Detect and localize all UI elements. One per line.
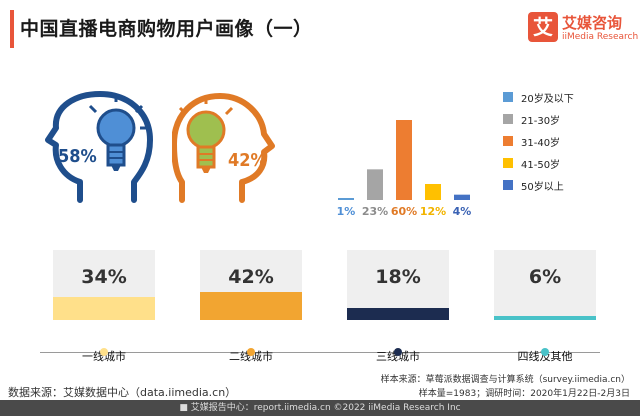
brand-logo-icon: 艾 bbox=[528, 12, 558, 42]
age-legend: 20岁及以下 21-30岁 31-40岁 41-50岁 50岁以上 bbox=[503, 86, 574, 196]
sample-info: 样本量=1983；调研时间：2020年1月22日-2月3日 bbox=[418, 389, 630, 399]
legend-swatch bbox=[503, 158, 513, 168]
legend-label: 41-50岁 bbox=[521, 159, 561, 171]
legend-swatch bbox=[503, 114, 513, 124]
female-percent: 42% bbox=[228, 150, 267, 171]
legend-item: 21-30岁 bbox=[503, 108, 574, 130]
age-bar bbox=[454, 194, 470, 200]
legend-swatch bbox=[503, 180, 513, 190]
city-tier-percent: 34% bbox=[81, 266, 127, 288]
footer-text: 艾媒报告中心：report.iimedia.cn ©2022 iiMedia R… bbox=[190, 403, 461, 413]
city-tier-bar bbox=[53, 297, 155, 320]
legend-item: 50岁以上 bbox=[503, 174, 574, 196]
page-title: 中国直播电商购物用户画像（一） bbox=[20, 18, 313, 40]
legend-item: 31-40岁 bbox=[503, 130, 574, 152]
data-source: 数据来源：艾媒数据中心（data.iimedia.cn） bbox=[8, 386, 237, 399]
footer: ■ 艾媒报告中心：report.iimedia.cn ©2022 iiMedia… bbox=[0, 400, 640, 416]
city-tier-bar bbox=[494, 316, 596, 320]
sample-source: 样本来源：草莓派数据调查与计算系统（survey.iimedia.cn） bbox=[380, 375, 630, 385]
age-bar-value-label: 23% bbox=[362, 205, 388, 218]
city-tier-label: 三线城市 bbox=[376, 350, 420, 363]
age-bar-value-label: 12% bbox=[420, 205, 446, 218]
city-tier-dot bbox=[394, 348, 402, 356]
age-bar-value-label: 4% bbox=[453, 205, 472, 218]
brand-name: 艾媒咨询 bbox=[562, 14, 623, 32]
age-bar bbox=[367, 169, 383, 200]
age-bar bbox=[396, 120, 412, 200]
age-bar-value-label: 60% bbox=[391, 205, 417, 218]
legend-label: 31-40岁 bbox=[521, 137, 561, 149]
brand-name-en: iiMedia Research bbox=[562, 32, 639, 42]
report-center-icon: ■ bbox=[179, 403, 188, 413]
city-tier-percent: 6% bbox=[528, 266, 562, 288]
age-bar-chart: 1% 23% 60% 12% 4% bbox=[337, 120, 472, 218]
city-tier-percent: 42% bbox=[228, 266, 274, 288]
legend-label: 20岁及以下 bbox=[521, 93, 574, 105]
age-bar bbox=[338, 198, 354, 200]
legend-item: 20岁及以下 bbox=[503, 86, 574, 108]
city-tier-label: 一线城市 bbox=[82, 350, 126, 363]
age-bar-value-label: 1% bbox=[337, 205, 356, 218]
city-tier-dot bbox=[247, 348, 255, 356]
city-connector-line bbox=[40, 352, 600, 353]
legend-swatch bbox=[503, 136, 513, 146]
legend-swatch bbox=[503, 92, 513, 102]
age-bar bbox=[425, 184, 441, 200]
city-tier-bar bbox=[347, 308, 449, 320]
brand-logo: 艾 艾媒咨询 iiMedia Research bbox=[528, 8, 638, 52]
city-tier-label: 二线城市 bbox=[229, 350, 273, 363]
legend-item: 41-50岁 bbox=[503, 152, 574, 174]
city-tier-label: 四线及其他 bbox=[517, 350, 573, 363]
legend-label: 50岁以上 bbox=[521, 181, 564, 193]
city-tier-background bbox=[494, 250, 596, 320]
female-head-bulb-icon: 42% bbox=[171, 90, 282, 205]
city-tier-percent: 18% bbox=[375, 266, 421, 288]
city-tier-dot bbox=[100, 348, 108, 356]
city-tier-bar bbox=[200, 292, 302, 320]
city-tier-dot bbox=[541, 348, 549, 356]
title-accent-bar bbox=[10, 10, 14, 48]
legend-label: 21-30岁 bbox=[521, 115, 561, 127]
male-head-bulb-icon: 58% bbox=[40, 90, 160, 205]
male-percent: 58% bbox=[58, 146, 97, 167]
